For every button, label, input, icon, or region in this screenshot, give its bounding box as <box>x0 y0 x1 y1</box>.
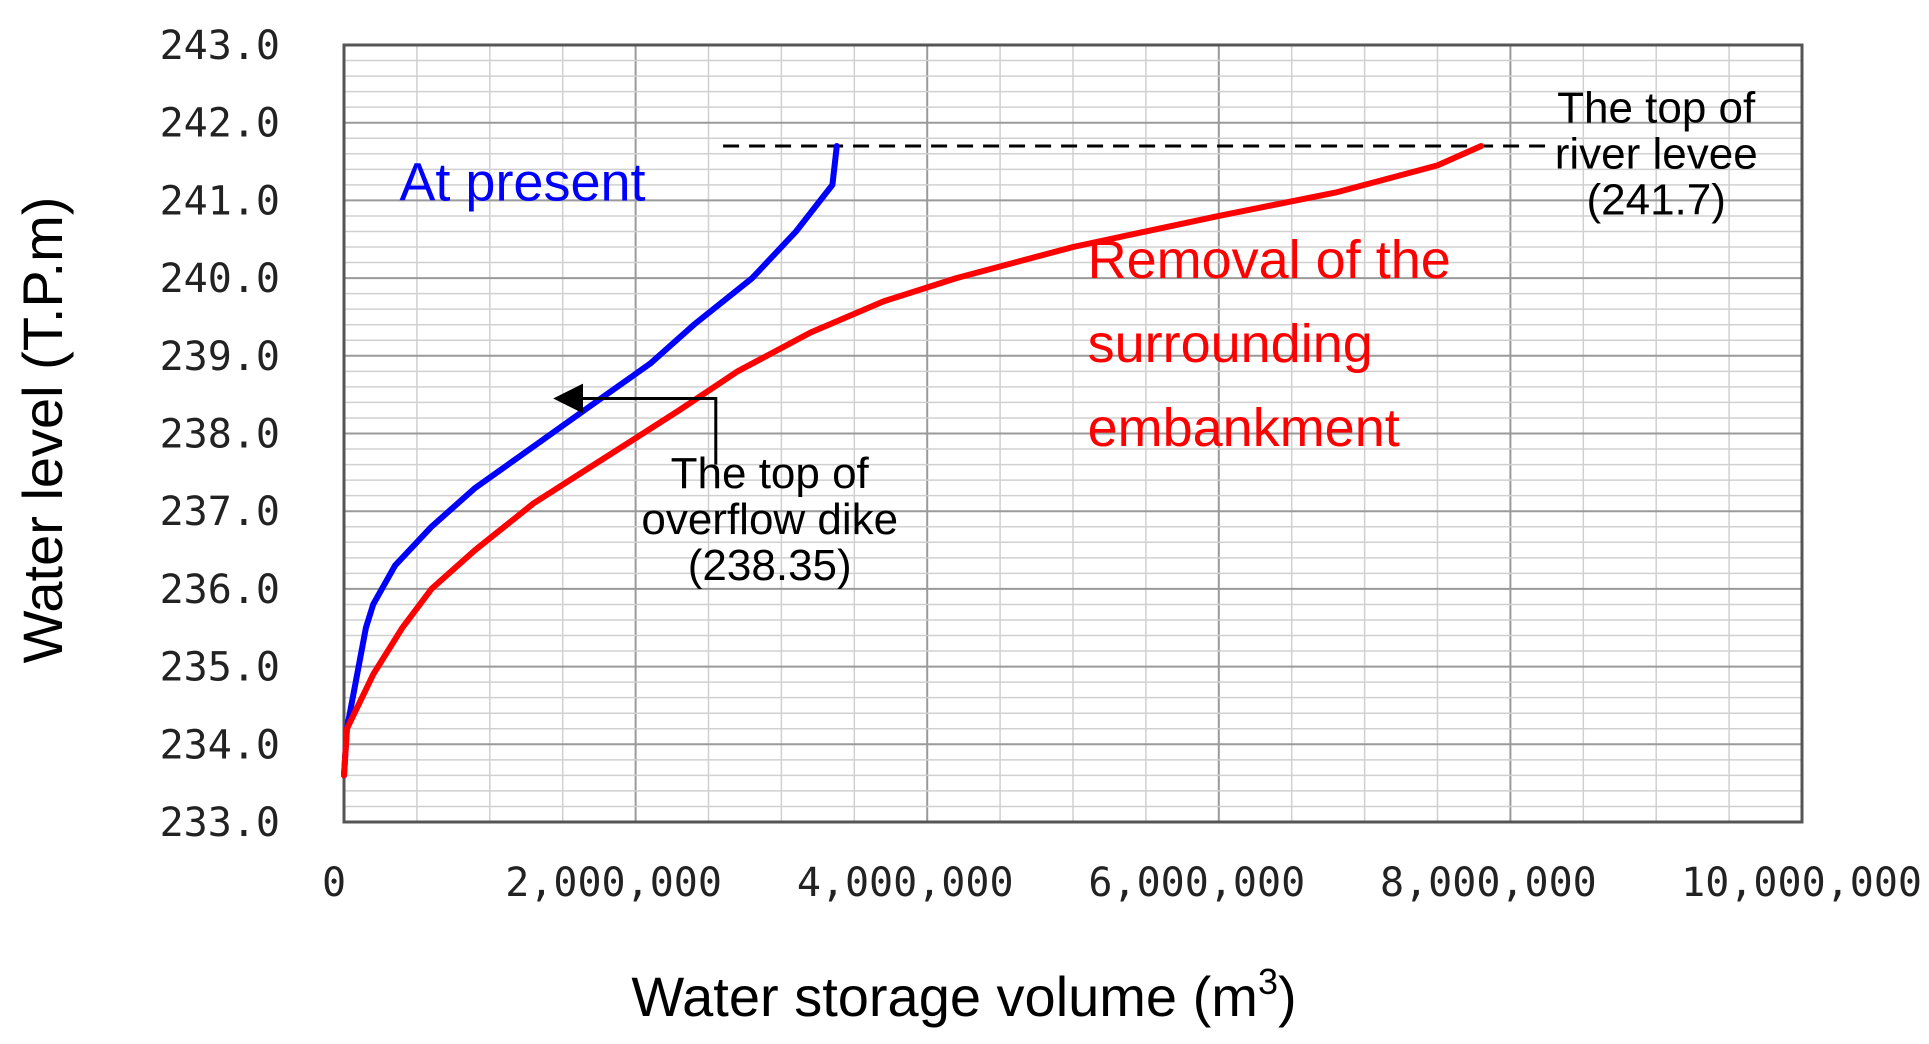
y-tick-label: 238.0 <box>160 412 280 458</box>
removal-label-line: embankment <box>1088 398 1400 458</box>
dike-label-line: (238.35) <box>688 541 852 590</box>
y-tick-label: 241.0 <box>160 178 280 224</box>
removal-label-line: Removal of the <box>1088 230 1451 290</box>
levee-label-line: The top of <box>1557 84 1756 133</box>
series-layer <box>341 143 1485 779</box>
y-tick-label: 242.0 <box>160 101 280 147</box>
x-axis-title-main: Water storage volume (m <box>631 965 1258 1028</box>
series-line-removal <box>341 143 1485 779</box>
x-tick-label: 2,000,000 <box>505 860 722 906</box>
x-axis-title-close: ) <box>1278 965 1297 1028</box>
y-tick-label: 243.0 <box>160 23 280 69</box>
series-line-at-present <box>341 143 840 779</box>
x-axis-title-superscript: 3 <box>1258 961 1278 1002</box>
x-tick-label: 4,000,000 <box>797 860 1014 906</box>
dike-label-line: overflow dike <box>641 495 898 544</box>
present-label: At present <box>399 152 645 212</box>
x-axis: 0 2,000,000 4,000,000 6,000,000 8,000,000 10,… <box>322 860 1922 906</box>
y-tick-label: 233.0 <box>160 800 280 846</box>
x-axis-title: Water storage volume (m3) <box>631 961 1296 1028</box>
overflow-dike-arrow <box>553 383 718 465</box>
x-tick-label: 0 <box>322 860 346 906</box>
arrow-layer <box>553 383 718 465</box>
grid <box>344 45 1802 822</box>
plot-area <box>342 43 1804 824</box>
y-tick-label: 235.0 <box>160 645 280 691</box>
dike-label-line: The top of <box>671 449 870 498</box>
x-tick-label: 8,000,000 <box>1380 860 1597 906</box>
y-tick-label: 239.0 <box>160 334 280 380</box>
x-tick-label: 6,000,000 <box>1088 860 1305 906</box>
x-tick-label: 10,000,000 <box>1681 860 1922 906</box>
y-axis-title: Water level (T.P.m) <box>11 197 74 664</box>
y-tick-label: 237.0 <box>160 489 280 535</box>
levee-label-line: river levee <box>1555 130 1758 179</box>
present-label-line: At present <box>399 152 645 212</box>
y-tick-label: 240.0 <box>160 256 280 302</box>
y-axis: 233.0 234.0 235.0 236.0 237.0 238.0 239.0 240.0… <box>160 23 280 846</box>
y-tick-label: 234.0 <box>160 722 280 768</box>
y-tick-label: 236.0 <box>160 567 280 613</box>
removal-label: Removal of the surrounding embankment <box>1088 230 1451 458</box>
removal-label-line: surrounding <box>1088 314 1373 374</box>
annotation-layer: At present Removal of the surrounding emban… <box>399 84 1757 590</box>
levee-label-line: (241.7) <box>1586 176 1725 225</box>
